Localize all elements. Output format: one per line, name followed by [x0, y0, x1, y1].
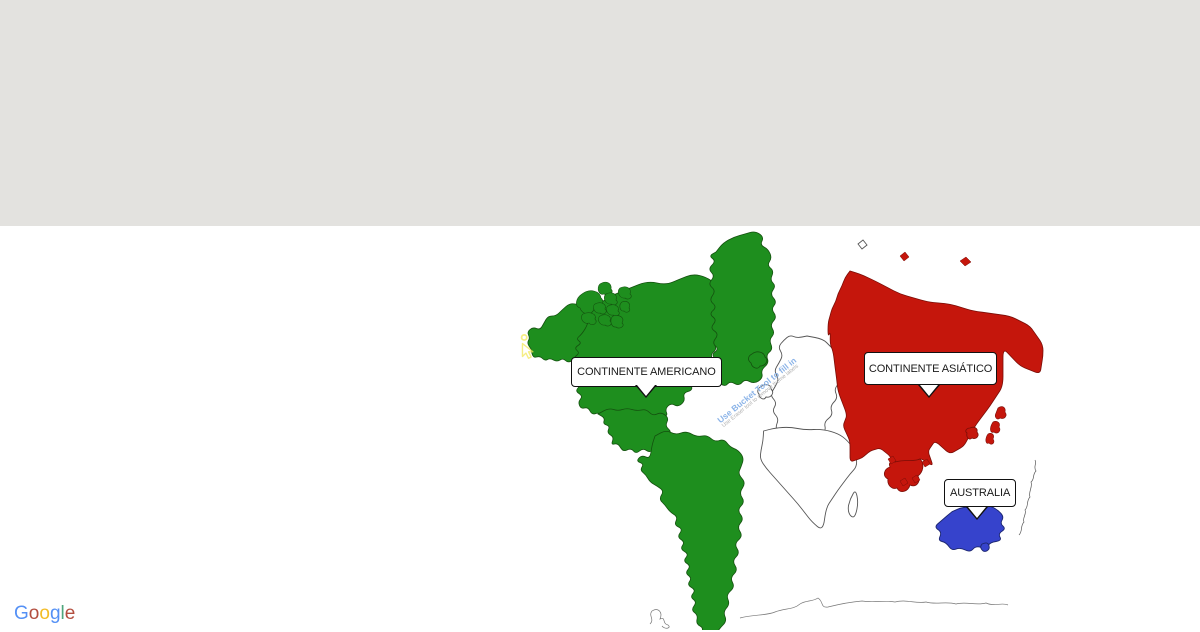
svg-text:Google: Google — [14, 603, 75, 624]
